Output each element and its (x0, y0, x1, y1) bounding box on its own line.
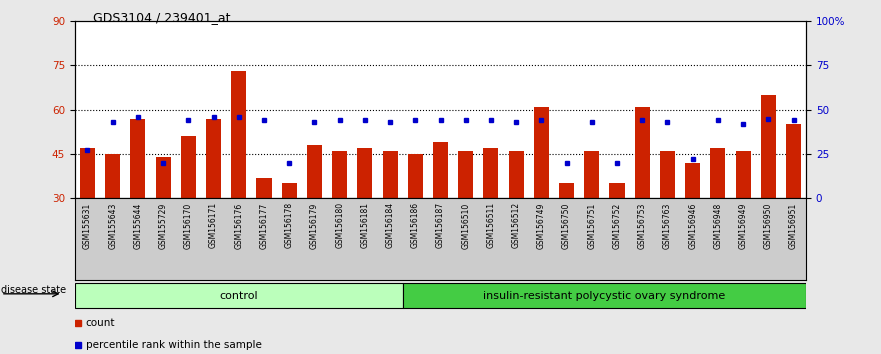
Bar (458, 151, 473, 198)
Text: GDS3104 / 239401_at: GDS3104 / 239401_at (93, 11, 230, 24)
Bar (508, 151, 523, 198)
Text: GSM156749: GSM156749 (537, 202, 546, 249)
Bar (282, 183, 297, 198)
Text: GSM156763: GSM156763 (663, 202, 672, 249)
Bar (130, 119, 145, 198)
Text: GSM156950: GSM156950 (764, 202, 773, 249)
Bar (80, 148, 95, 198)
Text: GSM156949: GSM156949 (738, 202, 748, 249)
Bar (181, 136, 196, 198)
Text: count: count (85, 318, 115, 329)
Text: GSM156946: GSM156946 (688, 202, 697, 249)
Bar (307, 145, 322, 198)
Bar (403, 283, 806, 308)
Bar (634, 107, 650, 198)
Bar (610, 183, 625, 198)
Text: GSM156948: GSM156948 (714, 202, 722, 249)
Bar (358, 148, 373, 198)
Text: GSM156180: GSM156180 (335, 202, 344, 249)
Bar (559, 183, 574, 198)
Text: insulin-resistant polycystic ovary syndrome: insulin-resistant polycystic ovary syndr… (484, 291, 726, 301)
Bar (534, 107, 549, 198)
Bar (156, 157, 171, 198)
Text: GSM155729: GSM155729 (159, 202, 167, 249)
Bar (256, 178, 271, 198)
Bar (484, 148, 499, 198)
Text: GSM156187: GSM156187 (436, 202, 445, 249)
Text: percentile rank within the sample: percentile rank within the sample (85, 339, 262, 350)
Bar (75, 283, 403, 308)
Text: GSM156510: GSM156510 (462, 202, 470, 249)
Text: GSM156181: GSM156181 (360, 202, 369, 248)
Bar (105, 154, 121, 198)
Text: disease state: disease state (1, 285, 66, 295)
Bar (710, 148, 725, 198)
Text: GSM156751: GSM156751 (588, 202, 596, 249)
Bar (433, 142, 448, 198)
Text: GSM156750: GSM156750 (562, 202, 571, 249)
Bar (584, 151, 599, 198)
Text: GSM155643: GSM155643 (108, 202, 117, 249)
Text: GSM156170: GSM156170 (184, 202, 193, 249)
Bar (332, 151, 347, 198)
Bar (231, 72, 247, 198)
Bar (736, 151, 751, 198)
Text: GSM156171: GSM156171 (209, 202, 218, 249)
Bar (685, 163, 700, 198)
Text: GSM156752: GSM156752 (612, 202, 621, 249)
Bar (786, 125, 801, 198)
Text: GSM156178: GSM156178 (285, 202, 293, 249)
Text: GSM155644: GSM155644 (133, 202, 143, 249)
Text: GSM156753: GSM156753 (638, 202, 647, 249)
Bar (760, 95, 776, 198)
Text: GSM156512: GSM156512 (512, 202, 521, 249)
Bar (408, 154, 423, 198)
Bar (382, 151, 397, 198)
Bar (660, 151, 675, 198)
Text: GSM155631: GSM155631 (83, 202, 92, 249)
Text: GSM156177: GSM156177 (260, 202, 269, 249)
Text: control: control (219, 291, 258, 301)
Text: GSM156176: GSM156176 (234, 202, 243, 249)
Text: GSM156184: GSM156184 (386, 202, 395, 249)
Text: GSM156511: GSM156511 (486, 202, 495, 249)
Text: GSM156951: GSM156951 (789, 202, 798, 249)
Text: GSM156186: GSM156186 (411, 202, 419, 249)
Text: GSM156179: GSM156179 (310, 202, 319, 249)
Bar (206, 119, 221, 198)
